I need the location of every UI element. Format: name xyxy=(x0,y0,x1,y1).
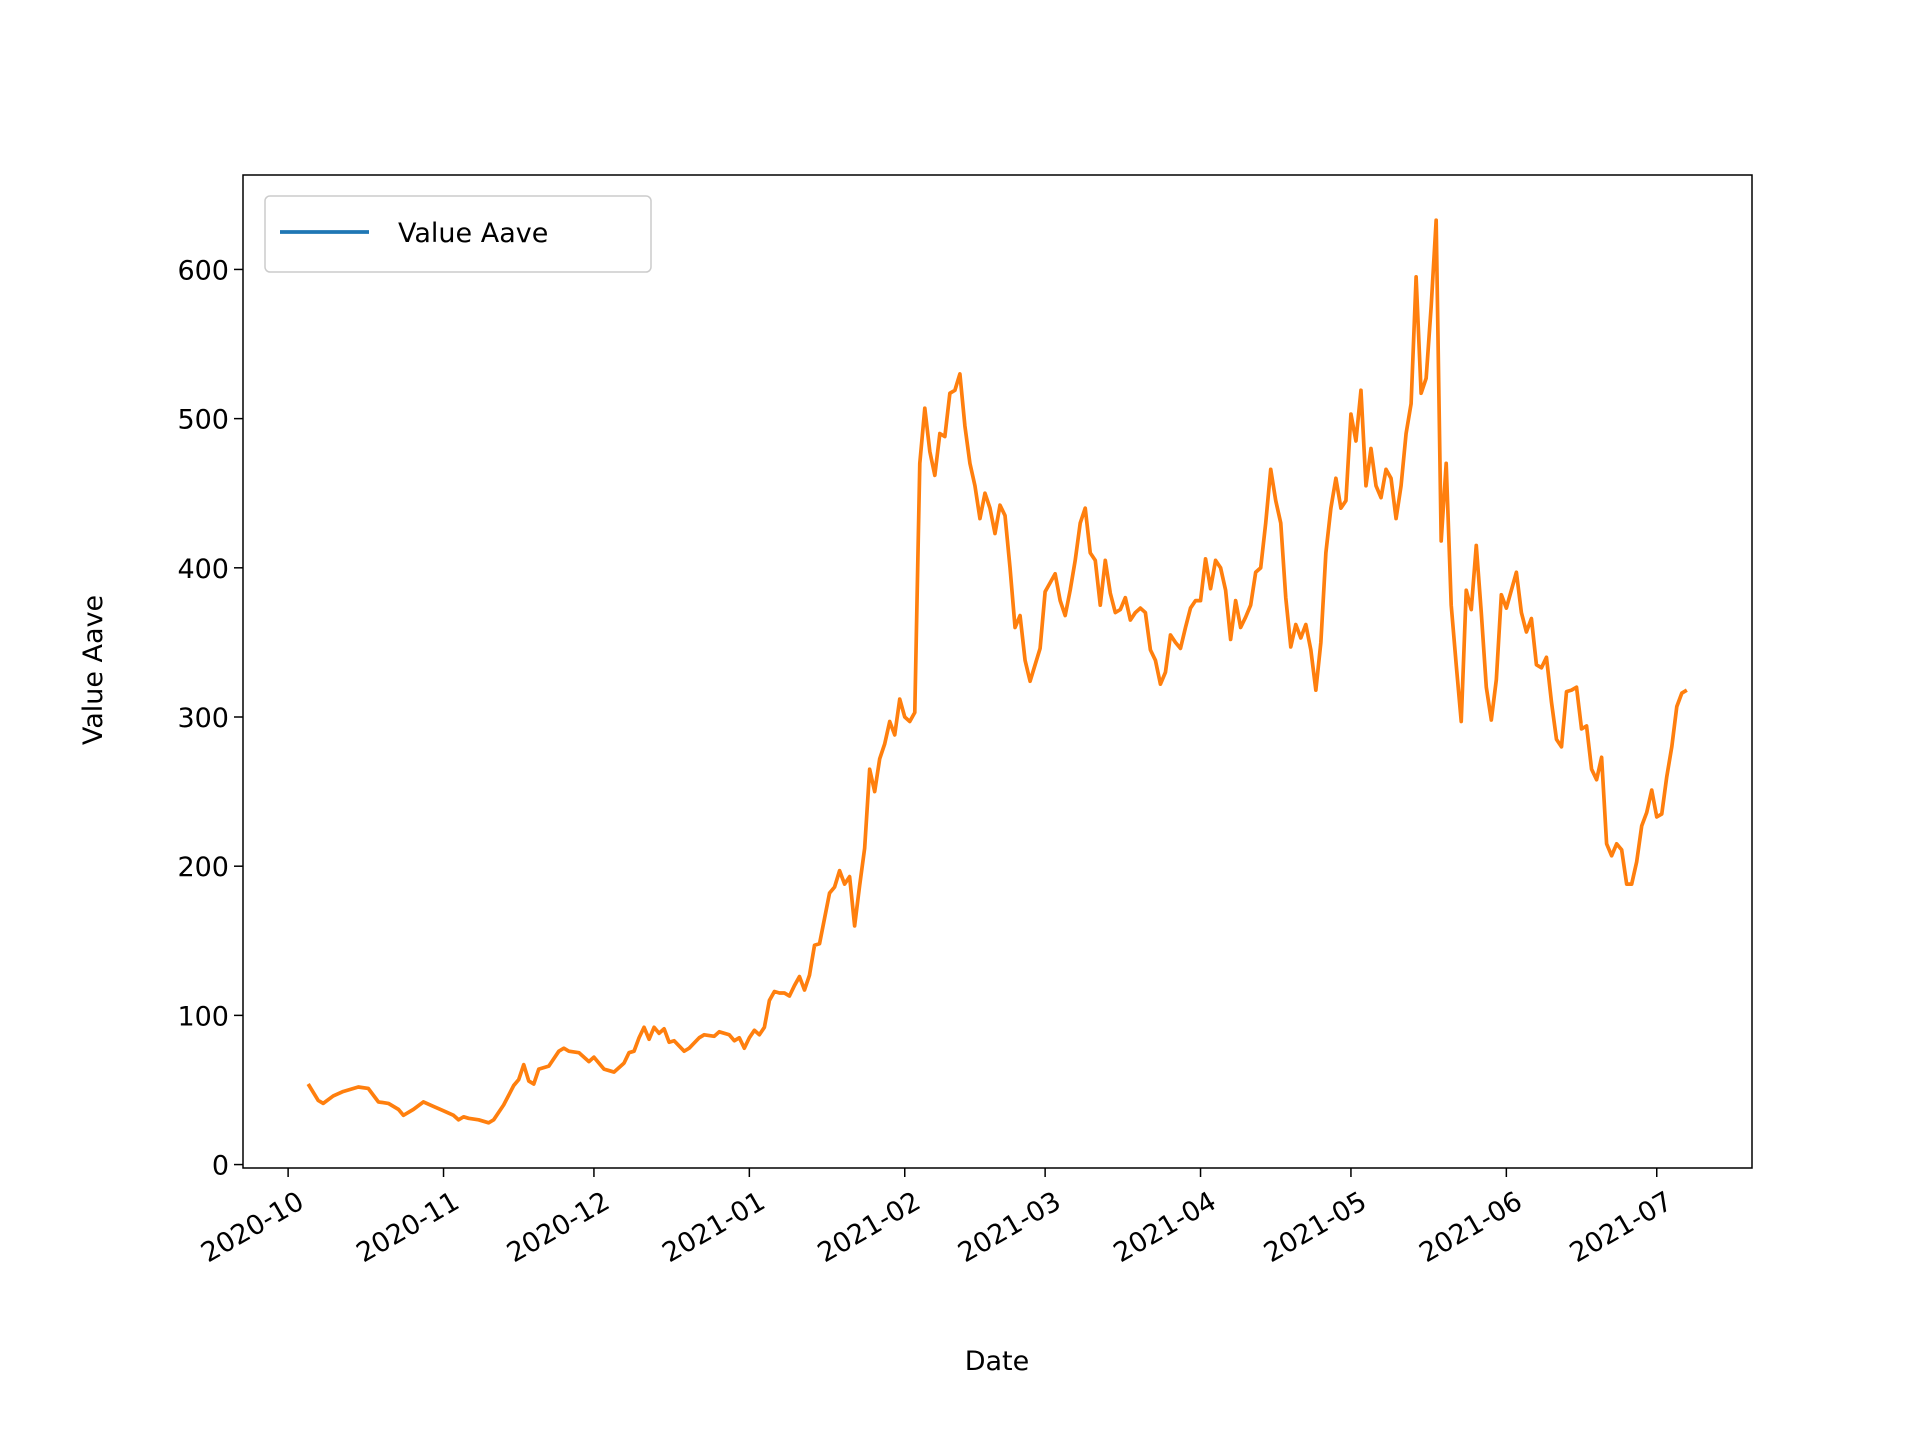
legend-label: Value Aave xyxy=(398,218,548,249)
x-tick-label: 2021-03 xyxy=(953,1186,1066,1269)
x-axis-label: Date xyxy=(965,1346,1030,1377)
x-tick-label: 2021-04 xyxy=(1108,1186,1221,1269)
y-tick-label: 400 xyxy=(177,554,229,585)
y-tick-label: 100 xyxy=(177,1001,229,1032)
y-tick-label: 500 xyxy=(177,405,229,436)
y-axis-label: Value Aave xyxy=(78,595,109,745)
plot-frame xyxy=(242,174,1753,1169)
x-tick-label: 2021-05 xyxy=(1259,1186,1372,1269)
x-tick-label: 2020-12 xyxy=(502,1186,615,1269)
y-tick-label: 0 xyxy=(212,1151,229,1182)
x-tick-label: 2021-02 xyxy=(813,1186,926,1269)
x-tick-label: 2021-06 xyxy=(1414,1186,1527,1269)
x-tick-label: 2020-11 xyxy=(351,1186,464,1269)
x-tick-label: 2021-01 xyxy=(657,1186,770,1269)
y-tick-label: 300 xyxy=(177,703,229,734)
legend-box xyxy=(264,195,652,273)
y-tick-label: 600 xyxy=(177,255,229,286)
y-tick-label: 200 xyxy=(177,852,229,883)
x-tick-label: 2020-10 xyxy=(196,1186,309,1269)
data-line xyxy=(306,218,1688,1125)
x-tick-label: 2021-07 xyxy=(1565,1186,1678,1269)
